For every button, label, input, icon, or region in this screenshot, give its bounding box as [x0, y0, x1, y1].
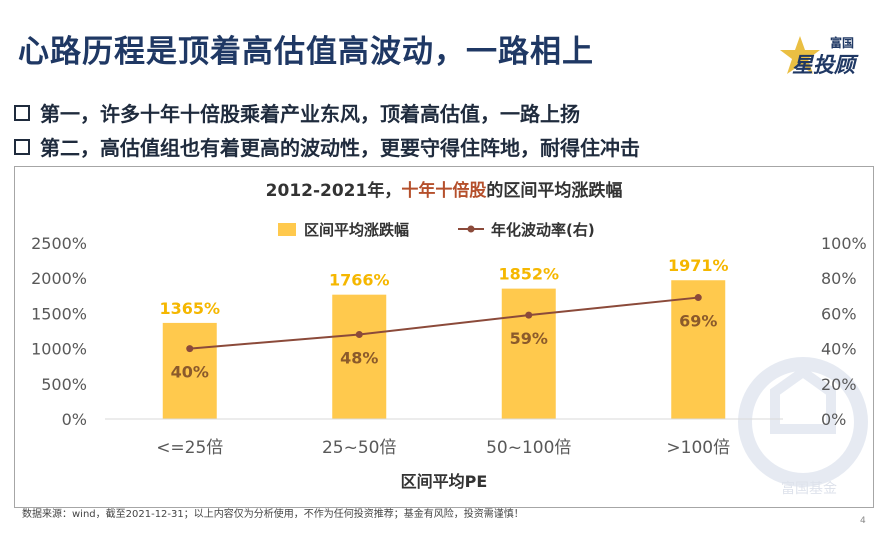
bar — [671, 280, 726, 419]
bars — [162, 280, 726, 419]
line-value-label: 40% — [171, 363, 209, 382]
bullet-1-text: 第一，许多十年十倍股乘着产业东风，顶着高估值，一路上扬 — [40, 102, 580, 126]
chart-frame: 富国基金 2012-2021年，十年十倍股的区间平均涨跌幅 区间平均涨跌幅 年化… — [14, 166, 874, 508]
bullet-box-icon — [14, 138, 30, 155]
line-value-label: 48% — [340, 349, 378, 368]
bar-value-label: 1766% — [329, 271, 390, 290]
legend-bar-label: 区间平均涨跌幅 — [304, 221, 409, 239]
bar-value-label: 1971% — [668, 256, 729, 275]
right-tick-label: 60% — [821, 304, 857, 323]
bar — [501, 288, 556, 419]
category-labels: <=25倍 25~50倍 50~100倍 >100倍 — [156, 438, 730, 458]
left-tick-label: 500% — [41, 375, 87, 394]
logo-top-text: 富国 — [830, 35, 854, 50]
legend: 区间平均涨跌幅 年化波动率(右) — [278, 221, 595, 239]
legend-line-label: 年化波动率(右) — [491, 221, 595, 239]
category-label: 50~100倍 — [486, 438, 571, 458]
legend-line-marker — [467, 225, 475, 233]
left-tick-label: 1000% — [31, 340, 87, 359]
right-tick-label: 0% — [821, 410, 846, 429]
chart-title: 2012-2021年，十年十倍股的区间平均涨跌幅 — [266, 180, 623, 201]
right-tick-label: 80% — [821, 269, 857, 288]
bullet-2: 第二，高估值组也有着更高的波动性，更要守得住阵地，耐得住冲击 — [14, 132, 640, 161]
star-icon — [780, 36, 820, 74]
left-tick-label: 0% — [62, 410, 87, 429]
left-tick-label: 1500% — [31, 304, 87, 323]
bullet-box-icon — [14, 104, 30, 121]
left-tick-label: 2000% — [31, 269, 87, 288]
right-tick-label: 20% — [821, 375, 857, 394]
category-label: <=25倍 — [156, 438, 223, 458]
chart-title-part-3: 的区间平均涨跌幅 — [486, 180, 622, 201]
category-label: 25~50倍 — [322, 438, 397, 458]
line-point — [355, 331, 363, 339]
line-value-label: 59% — [510, 329, 548, 348]
logo-main-text: 星投顾 — [792, 53, 859, 77]
bar-value-label: 1852% — [498, 265, 559, 284]
line-value-label: 69% — [679, 312, 717, 331]
bullet-1: 第一，许多十年十倍股乘着产业东风，顶着高估值，一路上扬 — [14, 98, 580, 127]
right-tick-label: 40% — [821, 340, 857, 359]
category-label: >100倍 — [666, 438, 730, 458]
bar-value-label: 1365% — [159, 299, 220, 318]
combo-chart: 富国基金 2012-2021年，十年十倍股的区间平均涨跌幅 区间平均涨跌幅 年化… — [31, 180, 868, 497]
chart-title-highlight: 十年十倍股 — [401, 180, 486, 201]
volatility-line — [189, 296, 699, 350]
bar-labels: 1365% 1766% 1852% 1971% — [159, 256, 728, 318]
bar — [162, 322, 217, 419]
bar — [332, 294, 387, 419]
bullet-2-text: 第二，高估值组也有着更高的波动性，更要守得住阵地，耐得住冲击 — [40, 136, 640, 160]
line-series — [186, 294, 702, 353]
x-axis-title: 区间平均PE — [401, 472, 488, 491]
line-point — [186, 345, 194, 353]
chart-title-part-1: 2012-2021年， — [266, 180, 402, 201]
watermark-logo: 富国基金 — [738, 357, 868, 497]
right-axis-ticks: 0% 20% 40% 60% 80% 100% — [821, 234, 867, 429]
line-labels: 40% 48% 59% 69% — [171, 312, 718, 382]
legend-bar-swatch — [278, 223, 296, 236]
page-number: 4 — [860, 516, 866, 526]
line-point — [694, 294, 702, 302]
line-point — [525, 311, 533, 319]
brand-logo: 富国 星投顾 — [780, 35, 859, 77]
right-tick-label: 100% — [821, 234, 867, 253]
left-tick-label: 2500% — [31, 234, 87, 253]
left-axis-ticks: 0% 500% 1000% 1500% 2000% 2500% — [31, 234, 87, 429]
footnote: 数据来源：wind，截至2021-12-31；以上内容仅为分析使用，不作为任何投… — [22, 509, 524, 520]
slide-title: 心路历程是顶着高估值高波动，一路相上 — [18, 34, 594, 70]
watermark-text: 富国基金 — [781, 480, 837, 497]
